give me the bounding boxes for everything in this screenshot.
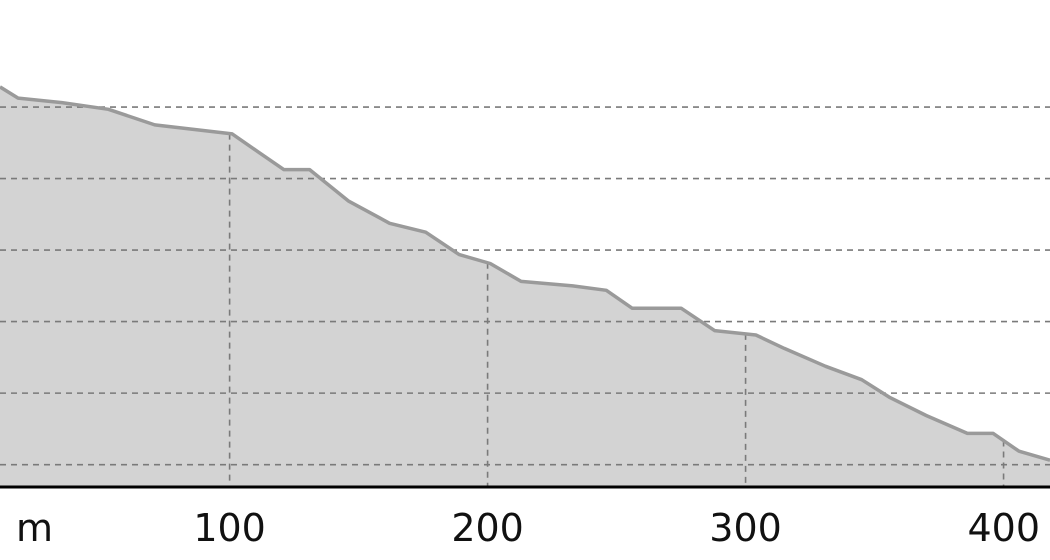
x-tick-label-400: 400 <box>967 506 1040 550</box>
x-tick-label-100: 100 <box>193 506 266 550</box>
profile-area-layer <box>0 86 1050 488</box>
profile-line <box>0 85 1050 462</box>
x-tick-label-200: 200 <box>451 506 524 550</box>
x-tick-label-300: 300 <box>709 506 782 550</box>
profile-line-layer <box>0 85 1050 462</box>
profile-area <box>0 86 1050 488</box>
tick-label-layer: m 100 200 300 400 <box>16 506 1040 550</box>
x-axis-unit-label: m <box>16 506 53 550</box>
grid-layer <box>0 106 1050 487</box>
